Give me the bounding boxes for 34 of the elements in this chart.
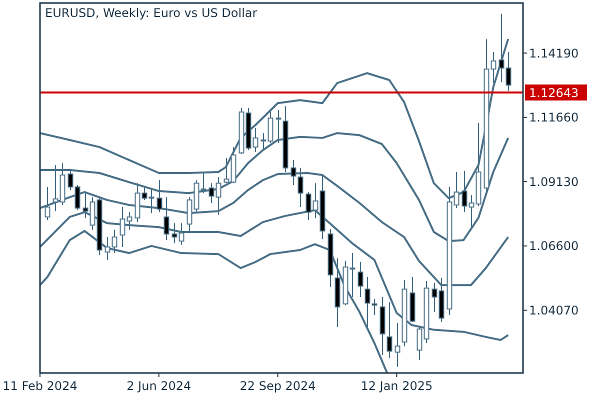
candlestick xyxy=(142,186,148,200)
candlestick xyxy=(224,158,230,184)
candlestick xyxy=(252,128,258,152)
candlestick xyxy=(364,276,370,328)
candlestick xyxy=(490,52,496,84)
y-tick-label: 1.14190 xyxy=(529,46,579,60)
ref-line-label: 1.12643 xyxy=(529,86,579,100)
candlestick xyxy=(178,222,184,246)
candlestick xyxy=(104,236,110,260)
candlestick xyxy=(126,212,132,230)
candlestick xyxy=(216,176,222,216)
x-tick-label: 22 Sep 2024 xyxy=(240,379,316,393)
candlestick xyxy=(350,252,356,298)
candlestick xyxy=(200,171,206,194)
y-tick-label: 1.11660 xyxy=(529,110,579,125)
candlestick xyxy=(156,180,162,213)
candlestick xyxy=(468,194,474,229)
candlestick xyxy=(44,186,50,221)
chart-title: EURUSD, Weekly: Euro vs US Dollar xyxy=(45,6,258,20)
candlestick xyxy=(358,261,364,298)
candlestick xyxy=(506,52,512,92)
candlestick xyxy=(432,282,438,313)
candlestick xyxy=(68,169,74,191)
candlestick xyxy=(208,182,214,204)
x-tick-label: 2 Jun 2024 xyxy=(126,379,192,393)
y-tick-label: 1.06600 xyxy=(529,239,579,254)
candlestick xyxy=(394,322,400,368)
candlestick xyxy=(172,222,178,244)
y-tick-label: 1.04070 xyxy=(529,303,579,318)
candlestick xyxy=(148,188,154,214)
y-tick-label: 1.09130 xyxy=(529,174,579,189)
x-tick-label: 12 Jan 2025 xyxy=(360,379,433,393)
candlestick xyxy=(74,184,80,211)
x-tick-label: 11 Feb 2024 xyxy=(2,379,78,393)
